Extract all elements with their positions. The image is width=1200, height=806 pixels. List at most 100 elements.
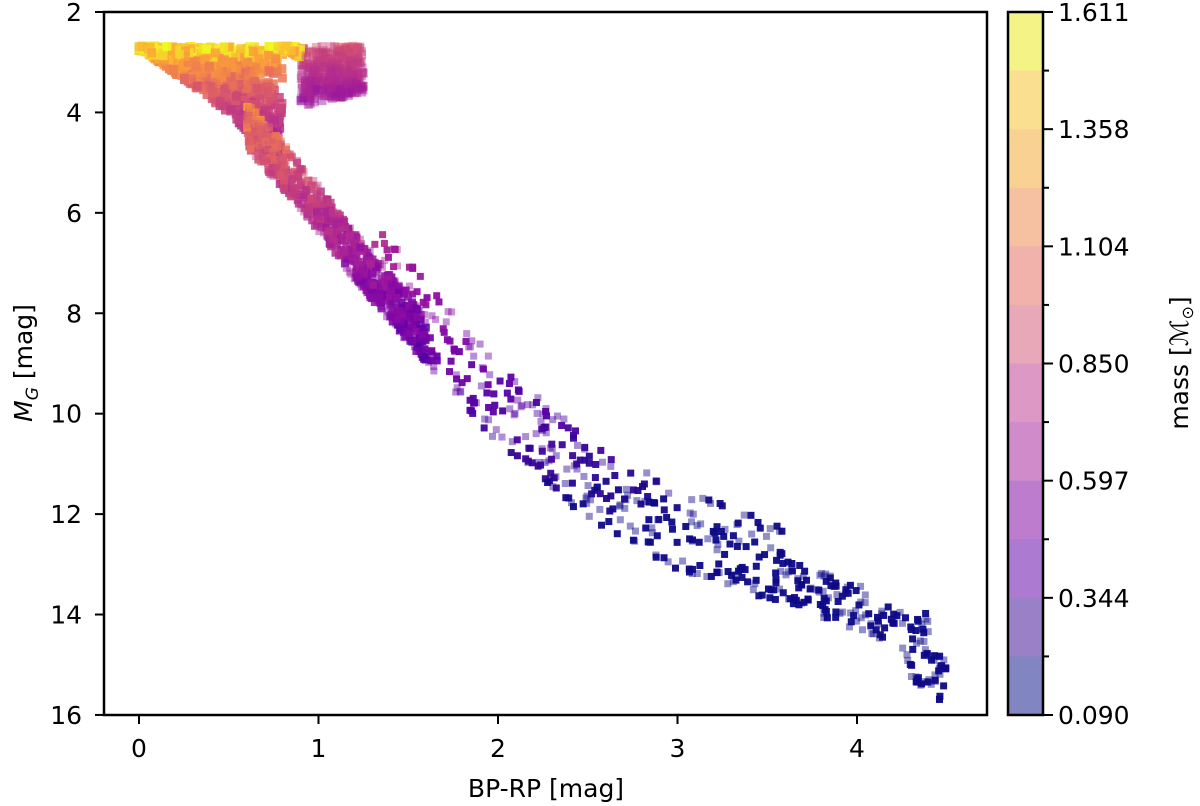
star-point [355, 44, 365, 54]
star-point [498, 433, 506, 441]
star-point [583, 499, 591, 507]
star-point [352, 251, 361, 260]
star-point [480, 424, 488, 432]
star-point [338, 74, 348, 84]
y-tick-label: 2 [66, 0, 82, 27]
star-point [371, 240, 379, 248]
star-point [265, 127, 274, 136]
star-point [290, 167, 299, 176]
star-point [322, 48, 332, 58]
star-point [919, 625, 927, 633]
star-point [749, 586, 757, 594]
star-point [344, 90, 354, 100]
star-point [477, 382, 485, 390]
star-point [861, 591, 869, 599]
star-point [292, 170, 301, 179]
star-point [345, 75, 355, 85]
star-point [713, 569, 721, 577]
star-point [673, 504, 681, 512]
star-point [269, 148, 278, 157]
star-point [685, 568, 693, 576]
star-point [324, 65, 334, 75]
x-tick-label: 2 [490, 734, 506, 763]
star-point [931, 676, 939, 684]
star-point [347, 72, 357, 82]
star-point [301, 51, 311, 61]
star-point [715, 560, 723, 568]
star-point [310, 85, 320, 95]
star-point [356, 243, 365, 252]
star-point [308, 216, 317, 225]
y-axis-label: MG [mag] [9, 304, 43, 422]
star-point [352, 58, 362, 68]
star-point [762, 532, 770, 540]
star-point [621, 495, 629, 503]
star-point [465, 343, 473, 351]
star-point [812, 586, 820, 594]
star-point [513, 436, 521, 444]
star-point [316, 58, 326, 68]
star-point [329, 216, 338, 225]
star-point [342, 51, 352, 61]
star-point [223, 77, 233, 87]
star-point [351, 231, 360, 240]
star-point [771, 595, 779, 603]
star-point [887, 615, 895, 623]
star-point [327, 63, 337, 73]
star-point [291, 189, 300, 198]
star-point [340, 217, 349, 226]
star-point [836, 609, 844, 617]
star-point [356, 47, 366, 57]
star-point [918, 680, 926, 688]
star-point [383, 246, 391, 254]
star-point [453, 384, 461, 392]
star-point [365, 280, 374, 289]
star-point [317, 81, 327, 91]
star-point [286, 46, 296, 56]
star-point [327, 93, 337, 103]
star-point [313, 85, 323, 95]
star-point [735, 537, 743, 545]
star-point [215, 97, 225, 107]
star-point [341, 43, 351, 53]
y-tick-label: 4 [66, 98, 82, 127]
star-point [616, 516, 624, 524]
star-point [729, 532, 737, 540]
star-point [705, 496, 713, 504]
star-point [631, 537, 639, 545]
star-point [321, 49, 331, 59]
star-point [652, 553, 660, 561]
star-point [244, 78, 254, 88]
star-point [252, 103, 262, 113]
star-point [552, 484, 560, 492]
star-point [219, 42, 229, 52]
star-point [308, 56, 318, 66]
star-point [330, 91, 340, 101]
star-point [341, 75, 351, 85]
star-point [329, 60, 339, 70]
star-point [269, 116, 279, 126]
star-point [277, 73, 287, 83]
star-point [266, 170, 275, 179]
star-point [913, 639, 921, 647]
star-point [350, 88, 360, 98]
star-point [327, 91, 337, 101]
star-point [345, 77, 355, 87]
star-point [524, 457, 532, 465]
star-point [386, 282, 394, 290]
star-point [167, 50, 177, 60]
star-point [778, 527, 786, 535]
star-point [626, 522, 634, 530]
star-point [596, 490, 604, 498]
star-point [310, 71, 320, 81]
star-point [266, 123, 276, 133]
star-point [853, 617, 861, 625]
star-point [386, 281, 395, 290]
star-point [373, 291, 381, 299]
star-point [353, 84, 363, 94]
star-point [616, 502, 624, 510]
star-point [226, 105, 236, 115]
star-point [779, 589, 787, 597]
star-point [293, 158, 302, 167]
star-point [335, 85, 345, 95]
